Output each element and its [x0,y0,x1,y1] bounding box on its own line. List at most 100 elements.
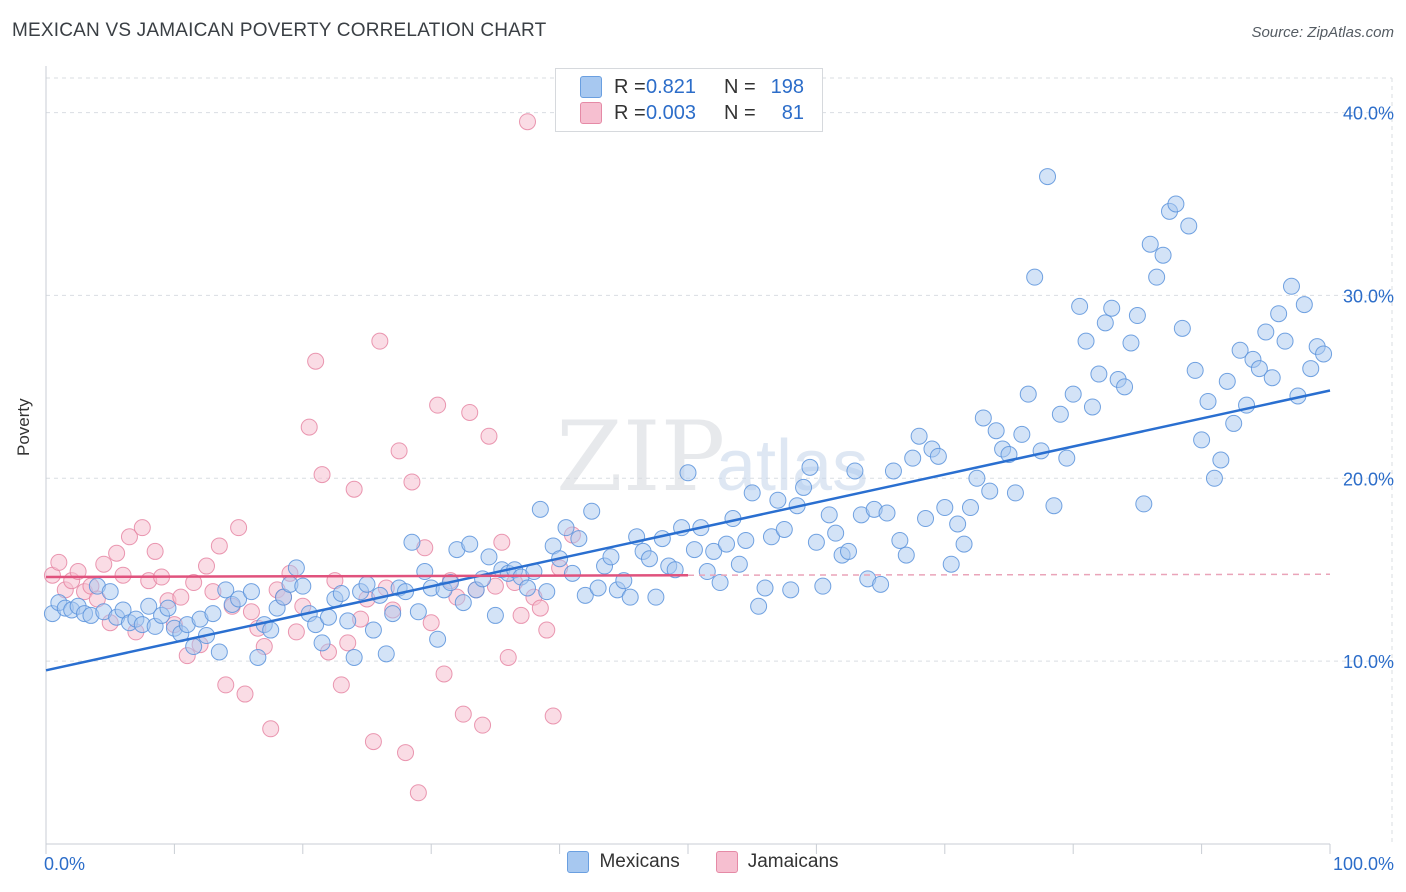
mexicans-point [1045,497,1063,515]
mexicans-point [377,645,395,663]
mexicans-point [364,621,382,639]
jamaicans-point [332,676,350,694]
mexicans-point [602,548,620,566]
mexicans-point [287,559,305,577]
mexicans-point [480,548,498,566]
mexicans-point [756,579,774,597]
legend-n-label: N = [724,75,756,98]
jamaicans-point [493,533,511,551]
jamaicans-point [480,427,498,445]
mexicans-point [486,606,504,624]
jamaicans-point [512,606,530,624]
mexicans-point [884,462,902,480]
mexicans-point [557,519,575,537]
mexicans-points [43,168,1333,666]
jamaicans-point [185,574,203,592]
mexicans-point [461,535,479,553]
mexicans-trend-line [45,389,1331,672]
jamaicans-trend-line [45,573,689,579]
mexicans-point [1071,297,1089,315]
jamaicans-point [198,557,215,575]
mexicans-point [1263,369,1281,387]
jamaicans-point [210,537,228,555]
mexicans-point [750,597,768,615]
mexicans-point [531,500,549,518]
mexicans-point [409,603,427,621]
axes [45,66,1331,854]
jamaicans-swatch [715,851,738,873]
jamaicans-point [454,705,472,723]
jamaicans-label: Jamaicans [747,851,839,872]
mexicans-point [1135,495,1153,513]
jamaicans-point [345,480,363,498]
mexicans-point [345,648,363,666]
mexicans-point [904,449,922,467]
trend-lines [45,389,1331,672]
mexicans-point [1154,246,1172,264]
mexicans-point [1173,319,1191,337]
jamaicans-point [217,676,235,694]
mexicans-point [801,458,819,476]
mexicans-point [891,531,909,549]
jamaicans-point [371,332,389,350]
mexicans-point [1103,299,1121,317]
jamaicans-point [287,623,305,641]
mexicans-point [718,535,736,553]
jamaicans-points [43,113,581,802]
mexicans-point [1218,372,1236,390]
jamaicans-point [146,542,164,560]
mexicans-point [1116,378,1134,396]
legend-n-label: N = [724,101,756,124]
jamaicans-point [403,473,421,491]
mexicans-point [204,605,222,623]
mexicans-point [981,482,999,500]
jamaicans-point [409,784,427,802]
legend-item-jamaicans[interactable]: Jamaicans [715,851,839,873]
mexicans-point [294,577,312,595]
mexicans-point [711,574,729,592]
mexicans-point [230,590,248,608]
jamaicans-point [474,716,492,734]
mexicans-point [1180,217,1198,235]
mexicans-point [1276,332,1294,350]
jamaicans-point [390,442,408,460]
mexicans-point [403,533,421,551]
mexicans-point [242,583,260,601]
chart-title: MEXICAN VS JAMAICAN POVERTY CORRELATION … [12,20,547,41]
mexicans-point [685,541,703,559]
legend-item-mexicans[interactable]: Mexicans [567,851,680,873]
mexicans-point [936,499,954,517]
jamaicans-point [114,566,132,584]
mexicans-point [307,616,325,634]
series-legend: Mexicans Jamaicans [0,851,1406,873]
jamaicans-point [120,528,138,546]
correlation-legend: R = 0.821 N = 198 R = 0.003 N = 81 [555,68,823,132]
mexicans-point [1257,323,1275,341]
jamaicans-point [397,744,415,762]
watermark-atlas: atlas [716,426,868,506]
mexicans-point [159,599,177,617]
mexicans-point [583,502,601,520]
mexicans-point [140,597,158,615]
legend-r-label: R = [614,101,646,124]
mexicans-point [262,621,280,639]
mexicans-point [910,427,928,445]
mexicans-point [679,464,697,482]
mexicans-point [820,506,838,524]
jamaicans-point [364,733,382,751]
mexicans-point [1006,484,1024,502]
mexicans-point [1019,385,1037,403]
mexicans-point [1199,392,1217,410]
jamaicans-point [300,418,318,436]
mexicans-point [1122,334,1140,352]
mexicans-point [538,583,556,601]
mexicans-point [878,504,896,522]
y-tick-label: 20.0% [1343,469,1394,489]
mexicans-point [1193,431,1211,449]
mexicans-point [358,575,376,593]
x-tick-label-max: 100.0% [1333,854,1394,874]
mexicans-point [615,572,633,590]
mexicans-point [807,533,825,551]
jamaicans-point [230,519,248,537]
mexicans-point [210,643,228,661]
